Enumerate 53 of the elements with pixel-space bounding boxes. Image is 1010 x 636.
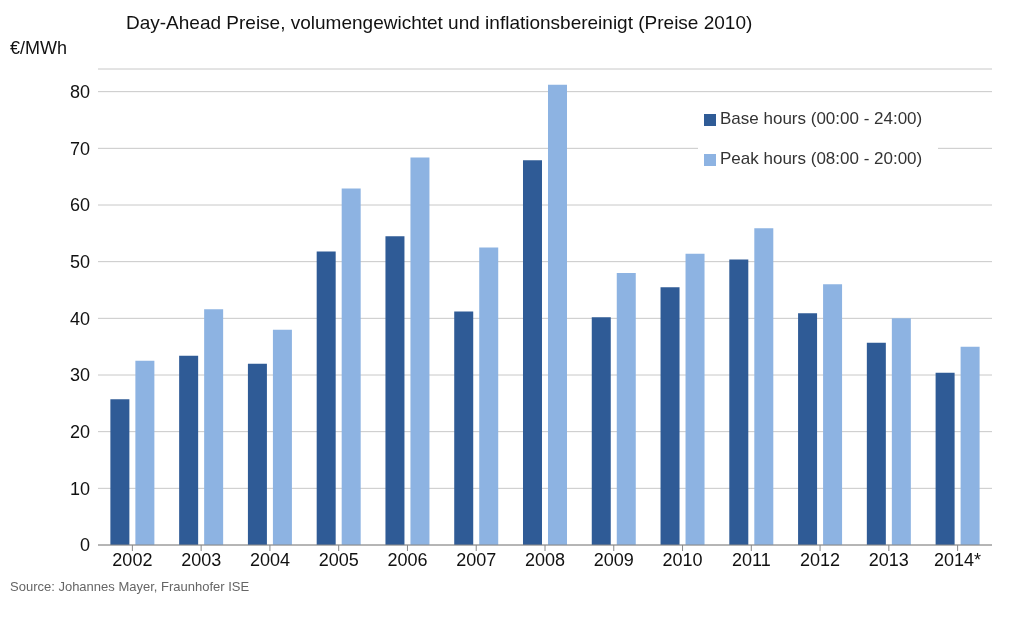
y-tick-label: 30 (69, 365, 90, 386)
bar (204, 309, 224, 545)
y-tick-label: 40 (69, 308, 90, 329)
x-tick-label: 2002 (112, 549, 153, 570)
x-tick-label: 2013 (868, 549, 909, 570)
x-tick-label: 2003 (181, 549, 222, 570)
bar (935, 372, 955, 545)
bar (960, 346, 980, 545)
legend-label: Base hours (00:00 - 24:00) (720, 109, 923, 128)
x-tick-label: 2011 (731, 549, 771, 570)
bar (522, 160, 542, 545)
bar (410, 157, 430, 545)
y-tick-label: 50 (69, 252, 90, 273)
bar (798, 313, 818, 545)
bar (729, 259, 749, 545)
bar (891, 318, 911, 545)
x-tick-label: 2012 (800, 549, 841, 570)
bar (547, 84, 567, 545)
y-axis-title: €/MWh (9, 38, 68, 59)
bar (385, 236, 405, 545)
bar (179, 355, 199, 545)
y-tick-label: 10 (69, 478, 90, 499)
y-tick-label: 60 (69, 195, 90, 216)
y-tick-label: 20 (69, 422, 90, 443)
x-tick-label: 2006 (387, 549, 428, 570)
x-tick-label: 2014* (934, 549, 982, 570)
x-tick-label: 2004 (249, 549, 290, 570)
x-tick-label: 2008 (524, 549, 566, 570)
y-tick-label: 80 (69, 82, 90, 103)
chart-title: Day-Ahead Preise, volumengewichtet und inflationsbereinigt (Preise 2010) (125, 11, 754, 34)
bar (754, 228, 774, 545)
x-tick-label: 2005 (318, 549, 359, 570)
bar (591, 317, 611, 545)
source-note: Source: Johannes Mayer, Fraunhofer ISE (10, 579, 251, 594)
y-tick-label: 70 (69, 138, 90, 159)
bar (110, 399, 130, 545)
y-tick-label: 0 (79, 535, 90, 556)
x-tick-label: 2010 (662, 549, 703, 570)
bar (272, 329, 292, 545)
bar (866, 342, 886, 545)
bar (479, 247, 499, 545)
x-tick-label: 2009 (593, 549, 634, 570)
bar (341, 188, 361, 545)
bar (316, 251, 336, 545)
legend-label: Peak hours (08:00 - 20:00) (720, 149, 923, 168)
bar (135, 360, 155, 545)
bar (660, 287, 680, 545)
bar (685, 253, 705, 545)
bar (823, 284, 843, 545)
bar (616, 273, 636, 545)
bar (247, 363, 267, 545)
x-tick-label: 2007 (456, 549, 497, 570)
bar (454, 311, 474, 545)
